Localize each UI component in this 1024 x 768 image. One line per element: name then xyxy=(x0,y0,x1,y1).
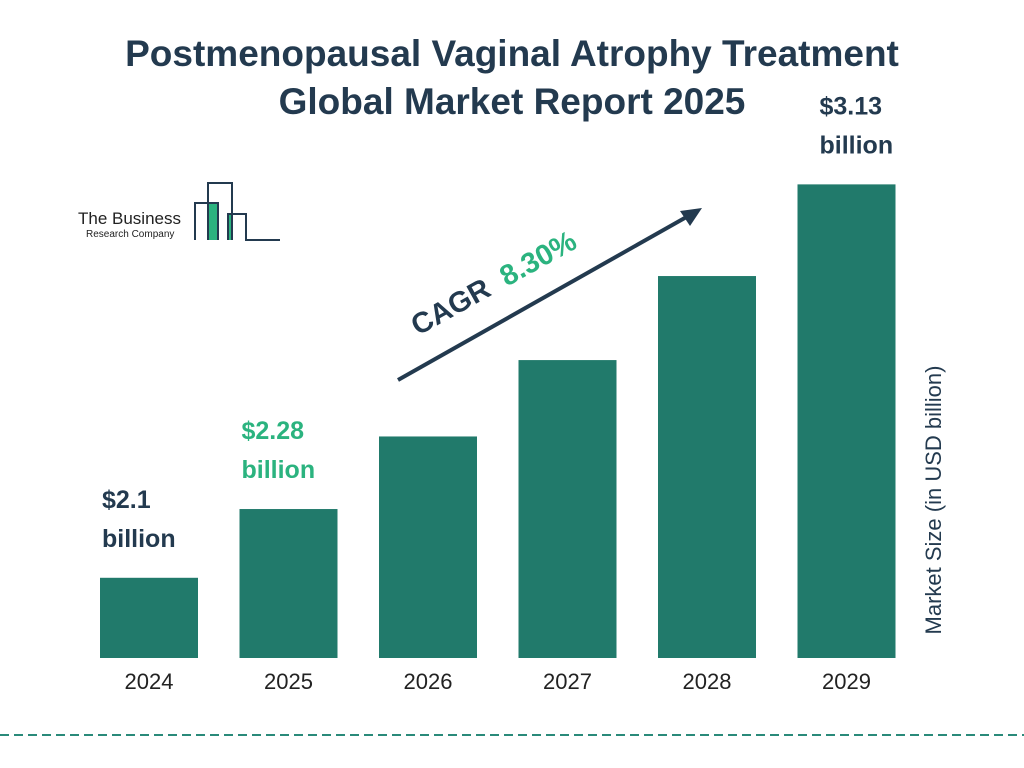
data-label-unit-2024: billion xyxy=(102,525,176,553)
bar-2024 xyxy=(100,577,198,658)
logo-line-1: The Business xyxy=(78,209,181,228)
bar-2028 xyxy=(658,276,756,658)
bar-2027 xyxy=(518,360,617,658)
title-line-1: Postmenopausal Vaginal Atrophy Treatment xyxy=(125,33,899,74)
x-tick-2026: 2026 xyxy=(404,669,453,694)
x-tick-2027: 2027 xyxy=(543,669,592,694)
data-label-unit-2029: billion xyxy=(820,131,894,159)
logo-bar-1 xyxy=(208,203,218,240)
x-tick-2024: 2024 xyxy=(125,669,174,694)
logo-bar-2 xyxy=(228,215,233,240)
chart-title: Postmenopausal Vaginal Atrophy Treatment… xyxy=(0,30,1024,126)
x-tick-2025: 2025 xyxy=(264,669,313,694)
cagr-annotation: CAGR 8.30% xyxy=(397,208,702,382)
y-axis-label: Market Size (in USD billion) xyxy=(921,366,946,635)
bar-2025 xyxy=(239,509,338,658)
x-tick-2029: 2029 xyxy=(822,669,871,694)
title-line-2: Global Market Report 2025 xyxy=(278,81,746,122)
cagr-arrow-line xyxy=(397,213,691,382)
data-label-value-2029: $3.13 xyxy=(820,92,883,120)
logo-line-2: Research Company xyxy=(86,229,174,240)
data-labels: $2.1 billion $2.28 billion $3.13 billion xyxy=(102,92,893,552)
logo-outline xyxy=(194,182,280,241)
logo: The Business Research Company xyxy=(78,182,280,241)
data-label-value-2025: $2.28 xyxy=(242,417,305,445)
data-label-value-2024: $2.1 xyxy=(102,486,151,514)
cagr-arrow-head xyxy=(680,208,702,226)
x-ticks: 2024 2025 2026 2027 2028 2029 xyxy=(125,669,871,694)
bars xyxy=(100,184,896,658)
x-tick-2028: 2028 xyxy=(683,669,732,694)
bar-2026 xyxy=(379,436,477,658)
data-label-unit-2025: billion xyxy=(242,456,316,484)
bar-2029 xyxy=(797,184,896,658)
